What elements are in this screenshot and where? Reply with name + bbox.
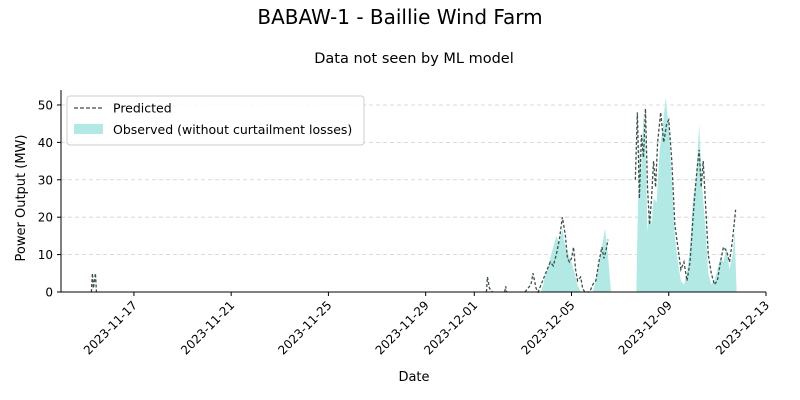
y-ticks: 0 10 20 30 40 50 — [38, 98, 61, 300]
predicted-line — [524, 217, 609, 294]
observed-series — [541, 97, 737, 292]
y-tick-label: 0 — [45, 286, 53, 300]
predicted-line — [504, 286, 508, 293]
legend-observed-label: Observed (without curtailment losses) — [113, 122, 352, 137]
y-axis-label: Power Output (MW) — [14, 135, 29, 262]
grid-lines — [61, 104, 766, 255]
y-tick-label: 20 — [38, 211, 53, 225]
y-tick-label: 30 — [38, 173, 53, 187]
predicted-line — [634, 108, 737, 286]
x-tick-label: 2023-12-13 — [713, 298, 772, 357]
chart-title: BABAW-1 - Baillie Wind Farm — [257, 5, 542, 29]
y-tick-label: 10 — [38, 248, 53, 262]
observed-area — [541, 228, 581, 292]
y-tick-label: 40 — [38, 136, 53, 150]
chart-subtitle: Data not seen by ML model — [314, 51, 514, 67]
predicted-line — [485, 276, 494, 293]
x-tick-label: 2023-12-09 — [616, 298, 675, 357]
legend: Predicted Observed (without curtailment … — [66, 95, 365, 146]
predicted-series — [90, 108, 737, 294]
x-axis-label: Date — [398, 370, 429, 385]
predicted-line — [90, 273, 98, 293]
x-tick-label: 2023-12-05 — [518, 298, 577, 357]
legend-predicted-label: Predicted — [113, 101, 172, 116]
x-ticks: 2023-11-17 2023-11-21 2023-11-25 2023-11-29… — [81, 292, 772, 357]
y-tick-label: 50 — [38, 98, 53, 112]
observed-area — [592, 228, 612, 292]
x-tick-label: 2023-11-17 — [81, 298, 140, 357]
observed-area — [636, 97, 737, 292]
legend-box — [66, 95, 365, 146]
x-tick-label: 2023-11-21 — [178, 298, 237, 357]
legend-observed-swatch — [74, 124, 103, 134]
x-tick-label: 2023-11-25 — [275, 298, 334, 357]
